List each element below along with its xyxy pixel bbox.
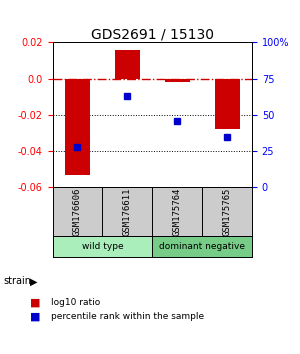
Bar: [65, 79, 90, 175]
Bar: [214, 79, 239, 129]
Text: ▶: ▶: [30, 277, 38, 287]
Title: GDS2691 / 15130: GDS2691 / 15130: [91, 27, 214, 41]
Text: ■: ■: [30, 312, 40, 322]
Bar: [52, 236, 152, 257]
Bar: [152, 236, 252, 257]
Text: percentile rank within the sample: percentile rank within the sample: [51, 312, 204, 321]
Bar: [165, 79, 190, 82]
Text: log10 ratio: log10 ratio: [51, 298, 100, 307]
Text: wild type: wild type: [82, 242, 123, 251]
Text: GSM175765: GSM175765: [223, 188, 232, 236]
Text: GSM175764: GSM175764: [173, 188, 182, 236]
Bar: [115, 50, 140, 79]
Text: GSM176606: GSM176606: [73, 188, 82, 236]
Text: dominant negative: dominant negative: [159, 242, 245, 251]
Text: GSM176611: GSM176611: [123, 188, 132, 236]
Text: strain: strain: [3, 276, 31, 286]
Text: ■: ■: [30, 298, 40, 308]
